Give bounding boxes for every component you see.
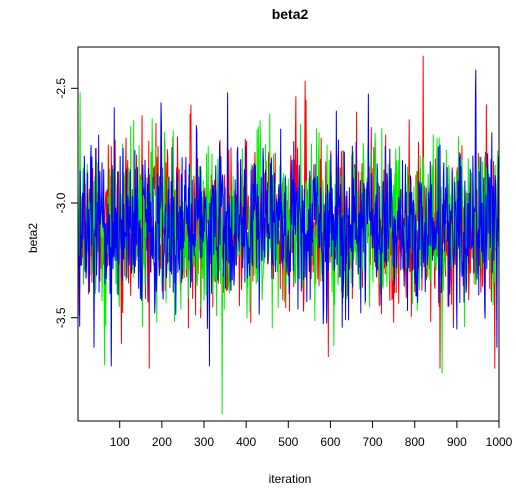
- x-tick-label: 700: [363, 435, 383, 449]
- x-tick-label: 300: [194, 435, 214, 449]
- series-line-3: [77, 69, 500, 367]
- series-layer: [77, 55, 500, 415]
- x-axis-label: iteration: [269, 472, 312, 486]
- x-tick-label: 900: [447, 435, 467, 449]
- x-axis: 100 200 300 400 500 600 700 800 900 1000: [110, 421, 513, 449]
- x-tick-label: 600: [320, 435, 340, 449]
- y-tick-label: -3.0: [54, 192, 68, 213]
- chart-title: beta2: [272, 6, 309, 22]
- plot-frame: [77, 46, 500, 422]
- y-axis-label: beta2: [26, 223, 40, 253]
- y-tick-label: -3.5: [54, 307, 68, 328]
- x-tick-label: 400: [236, 435, 256, 449]
- x-tick-label: 800: [405, 435, 425, 449]
- x-tick-label: 500: [278, 435, 298, 449]
- x-tick-label: 100: [110, 435, 130, 449]
- y-tick-label: -2.5: [54, 78, 68, 99]
- x-tick-label: 1000: [486, 435, 513, 449]
- y-axis: -3.5 -3.0 -2.5: [54, 78, 78, 328]
- x-tick-label: 200: [152, 435, 172, 449]
